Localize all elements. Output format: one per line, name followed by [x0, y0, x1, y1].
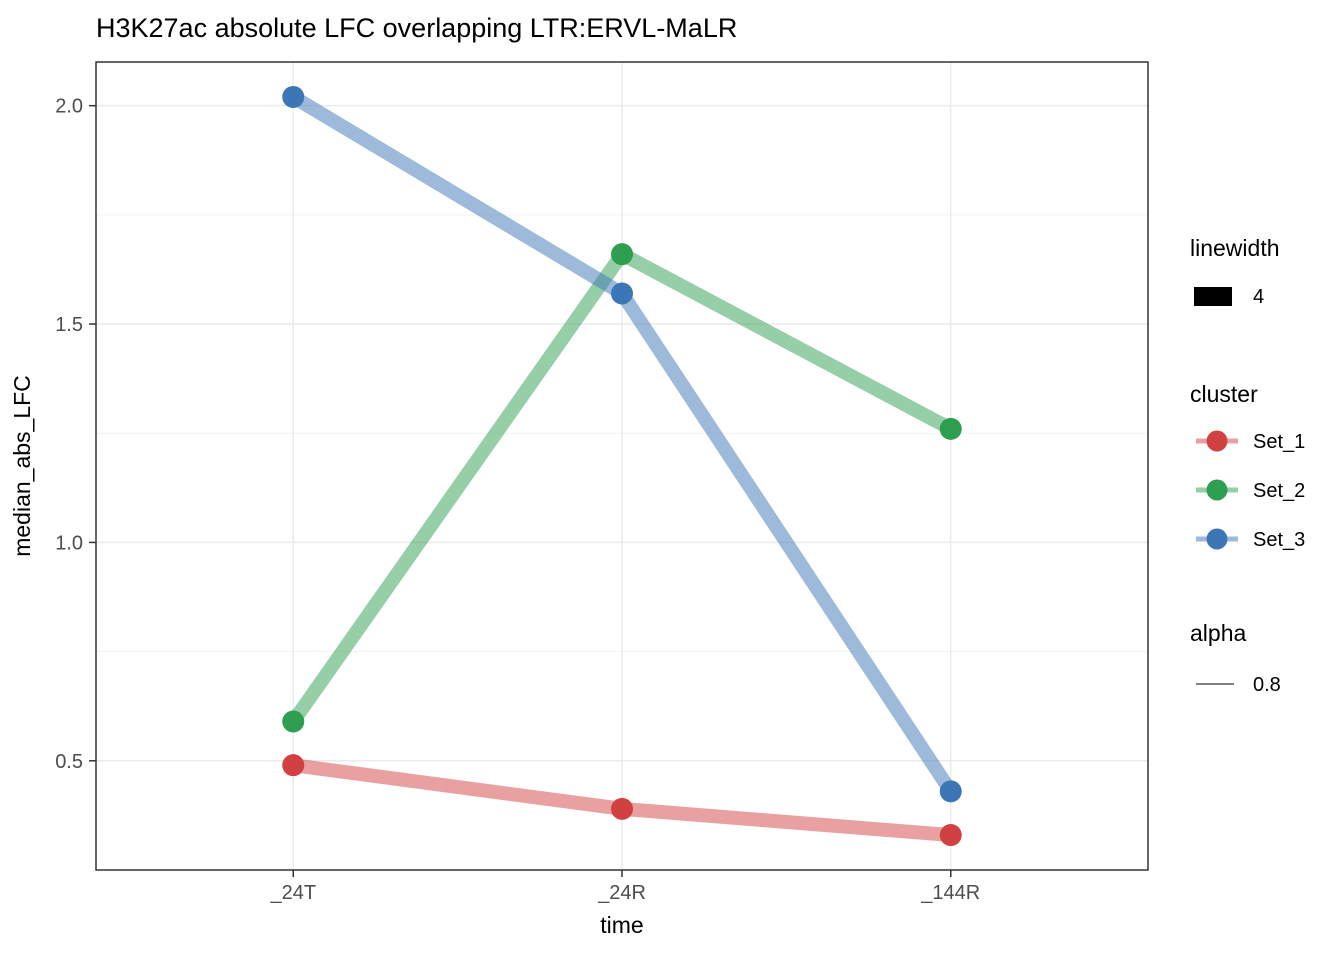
y-axis-title: median_abs_LFC	[9, 375, 35, 557]
legend-linewidth-title: linewidth	[1190, 235, 1280, 261]
y-tick-label: 1.0	[55, 532, 83, 554]
data-point-Set_2-_24T	[282, 710, 305, 733]
legend-item-label: Set_2	[1253, 480, 1305, 502]
plot-panel	[95, 61, 1149, 871]
chart-title: H3K27ac absolute LFC overlapping LTR:ERV…	[96, 13, 737, 43]
data-point-Set_1-_144R	[939, 824, 962, 847]
legend-cluster-title: cluster	[1190, 381, 1258, 407]
x-tick-label: _24R	[597, 882, 646, 904]
x-tick-label: _24T	[269, 882, 316, 904]
legend-key-point-Set_2	[1206, 479, 1228, 501]
data-point-Set_1-_24T	[282, 754, 305, 777]
x-tick-label: _144R	[920, 882, 980, 904]
legend-key-point-Set_1	[1206, 430, 1228, 452]
legend-item-label: Set_1	[1253, 431, 1305, 453]
legend-cluster-keys: Set_1 Set_2 Set_3	[1196, 430, 1305, 551]
legend-alpha-title: alpha	[1190, 620, 1246, 646]
y-tick-label: 0.5	[55, 751, 83, 773]
data-point-Set_1-_24R	[611, 797, 633, 820]
axes: 0.5 1.0 1.5 2.0 _24T _24R _144R	[55, 96, 980, 904]
data-point-Set_3-_144R	[939, 780, 962, 803]
x-axis-title: time	[600, 912, 643, 938]
data-point-Set_3-_24R	[611, 282, 633, 305]
data-point-Set_3-_24T	[282, 85, 305, 108]
legend: linewidth 4 cluster Set_1 Set_2 Set_3 alph…	[1190, 235, 1305, 696]
legend-item-label: Set_3	[1253, 529, 1305, 551]
data-point-Set_2-_24R	[611, 243, 633, 266]
y-tick-label: 2.0	[55, 96, 83, 118]
data-point-Set_2-_144R	[939, 417, 962, 440]
linewidth-swatch	[1194, 287, 1232, 306]
legend-linewidth-value: 4	[1253, 286, 1264, 308]
y-tick-label: 1.5	[55, 314, 83, 336]
legend-alpha-value: 0.8	[1253, 674, 1281, 696]
legend-key-point-Set_3	[1206, 528, 1228, 550]
